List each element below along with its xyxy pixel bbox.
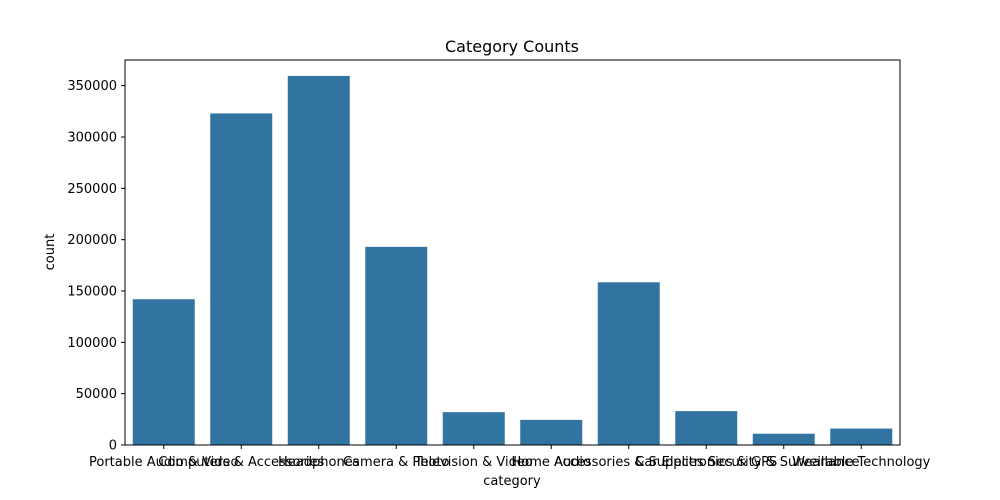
- y-tick-label: 50000: [76, 387, 117, 402]
- x-tick-label: Television & Video: [414, 455, 533, 470]
- x-tick-label: Security & Surveillance: [708, 455, 860, 470]
- bar: [597, 282, 660, 445]
- bars-group: [132, 75, 893, 446]
- x-tick-label: Portable Audio & Video: [89, 455, 239, 470]
- y-tick-label: 350000: [67, 79, 117, 94]
- bar: [442, 412, 505, 445]
- y-axis-label: count: [43, 234, 58, 271]
- bar: [520, 419, 583, 445]
- y-tick-label: 250000: [67, 182, 117, 197]
- x-tick-label: Computers & Accessories: [158, 455, 324, 470]
- y-axis: 0 50000 100000 150000 200000 250000 300000 3500…: [67, 79, 125, 454]
- x-tick-label: Camera & Photo: [343, 455, 450, 470]
- bar: [675, 411, 738, 445]
- y-tick-label: 150000: [67, 285, 117, 300]
- x-tick-label: Car Electronics & GPS: [635, 455, 777, 470]
- y-tick-label: 200000: [67, 233, 117, 248]
- x-tick-label: Home Audio: [512, 455, 592, 470]
- x-axis-label: category: [483, 474, 541, 489]
- bar: [365, 246, 428, 445]
- bar: [210, 113, 273, 446]
- y-tick-label: 0: [109, 439, 117, 454]
- bar: [287, 75, 350, 445]
- chart-title: Category Counts: [445, 37, 579, 56]
- plot-frame: [124, 59, 901, 446]
- y-tick-label: 100000: [67, 336, 117, 351]
- x-tick-label: Wearable Technology: [792, 455, 930, 470]
- bar: [752, 433, 815, 445]
- x-tick-label: Headphones: [278, 455, 360, 470]
- x-tick-label: Accessories & Supplies: [554, 455, 704, 470]
- y-tick-label: 300000: [67, 131, 117, 146]
- bar: [132, 299, 195, 445]
- bar: [830, 428, 893, 445]
